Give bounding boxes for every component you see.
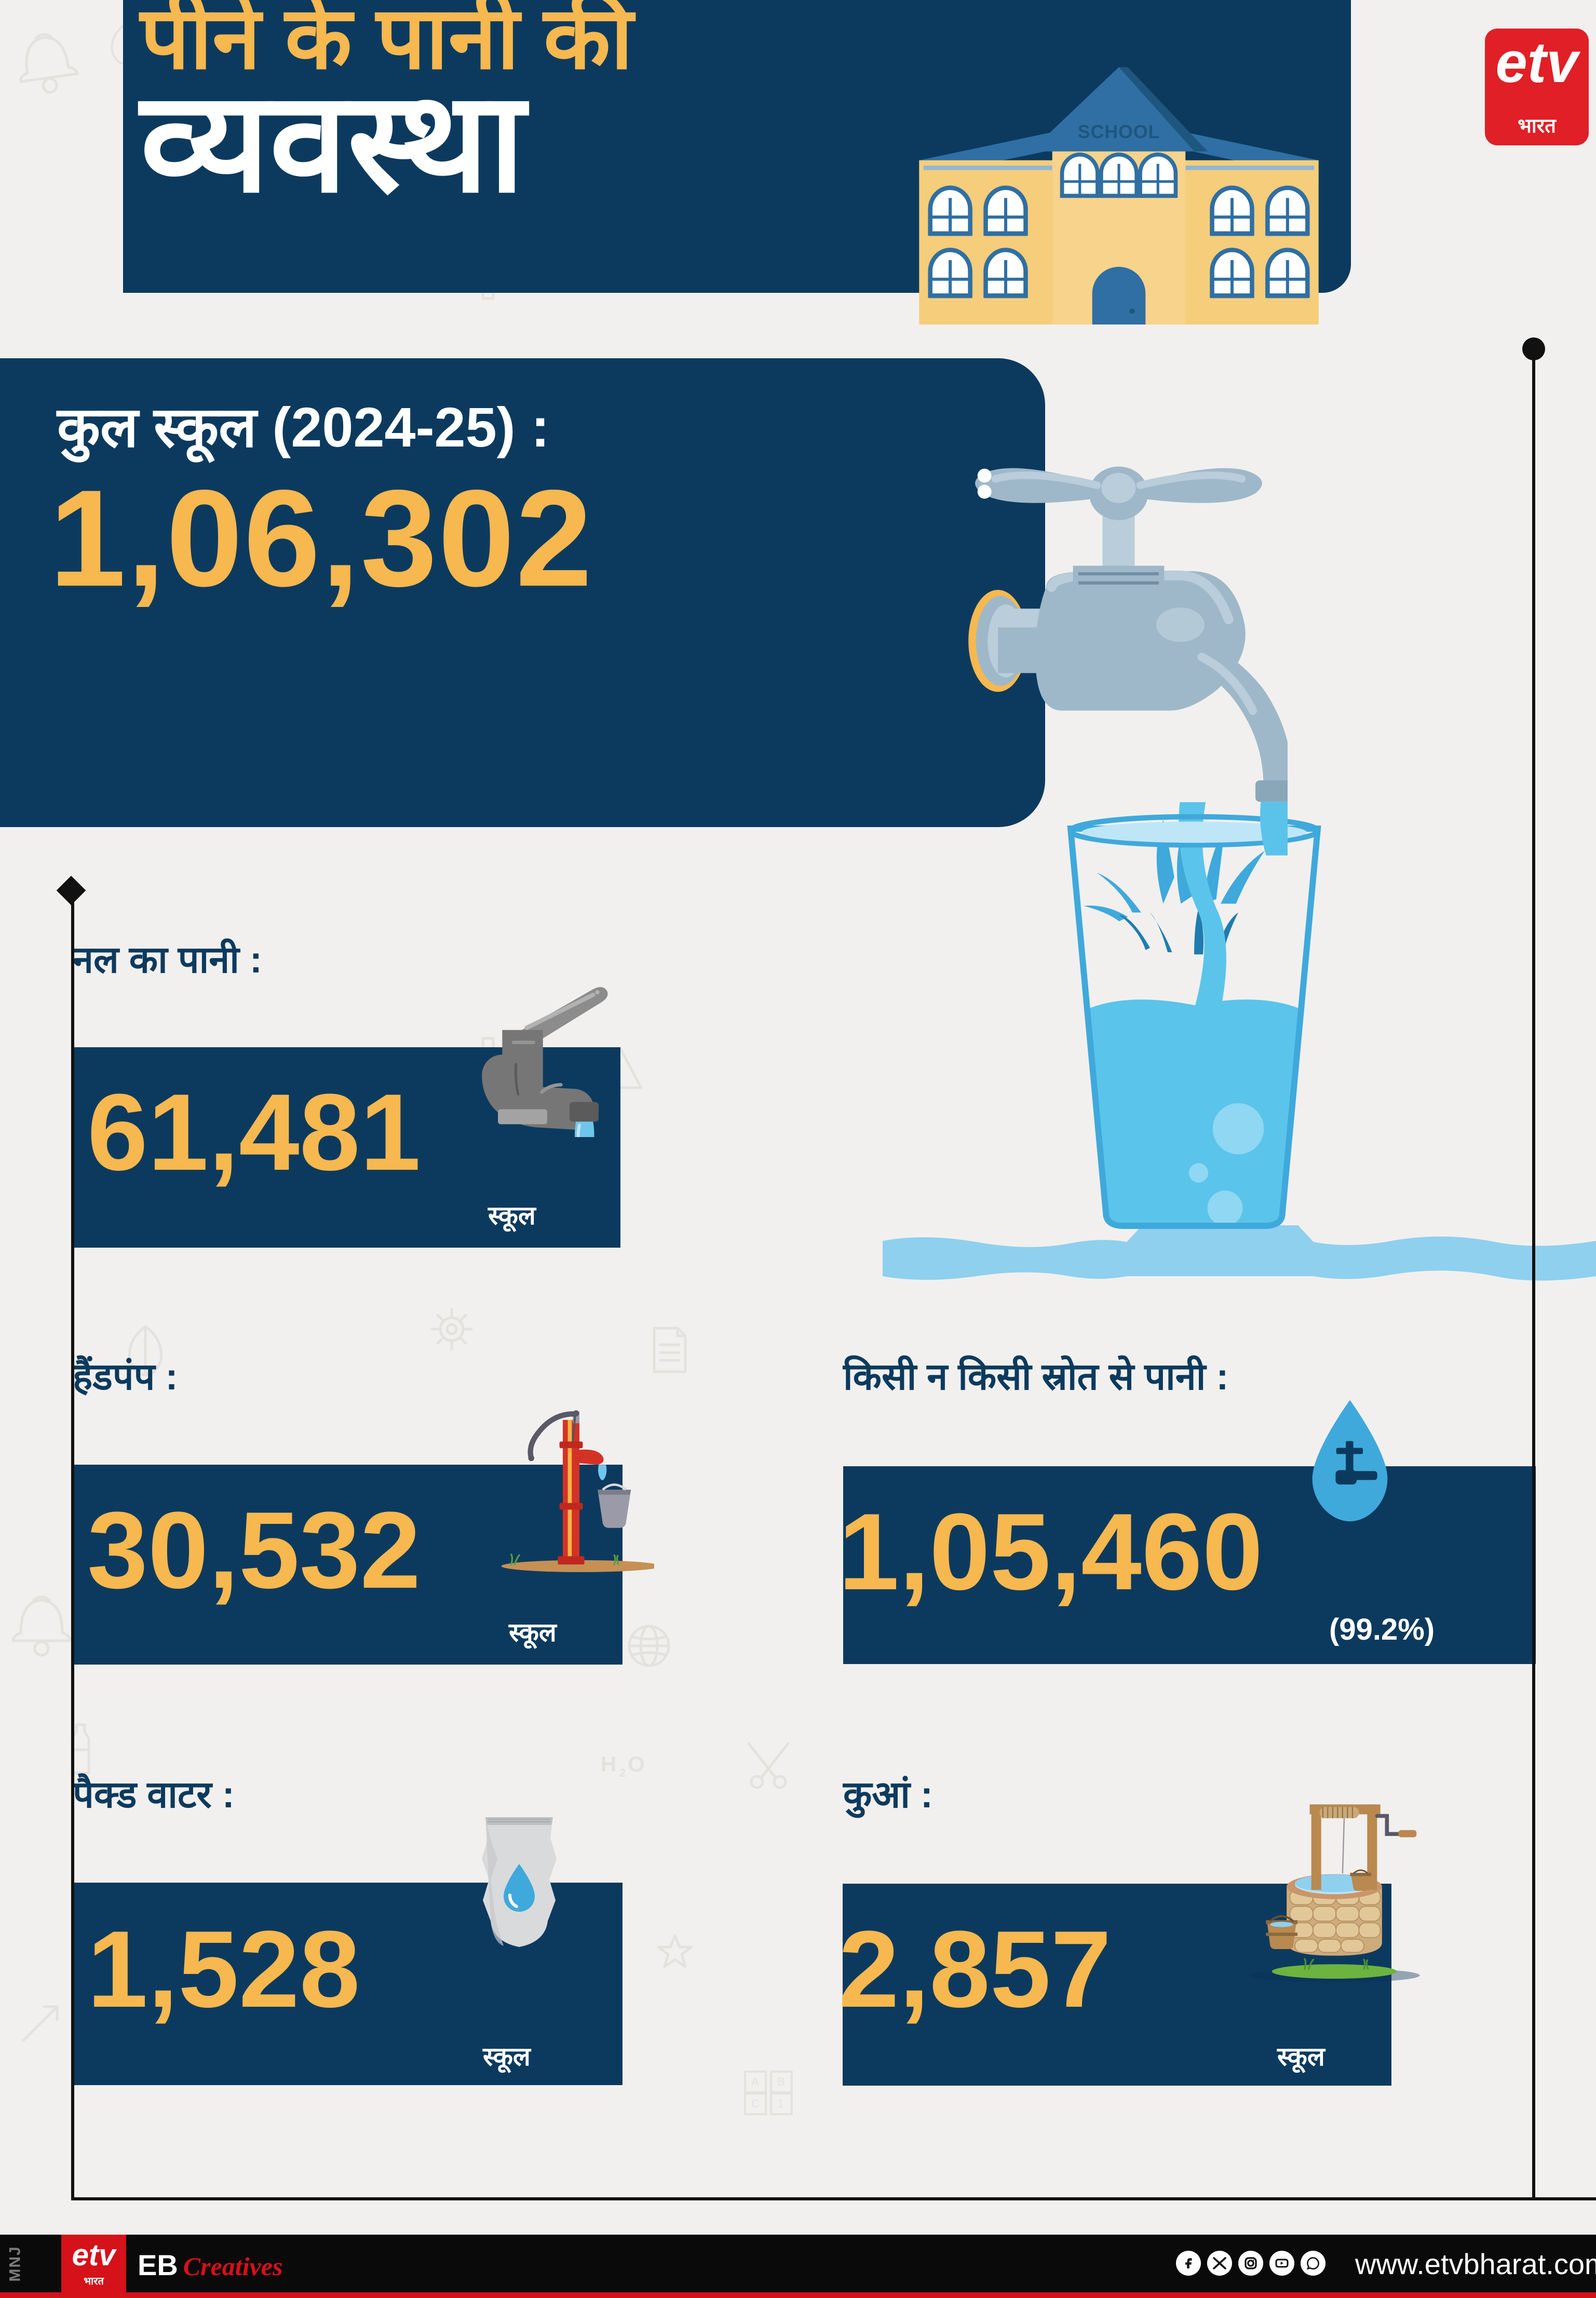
svg-text:SCHOOL: SCHOOL: [1078, 121, 1160, 142]
